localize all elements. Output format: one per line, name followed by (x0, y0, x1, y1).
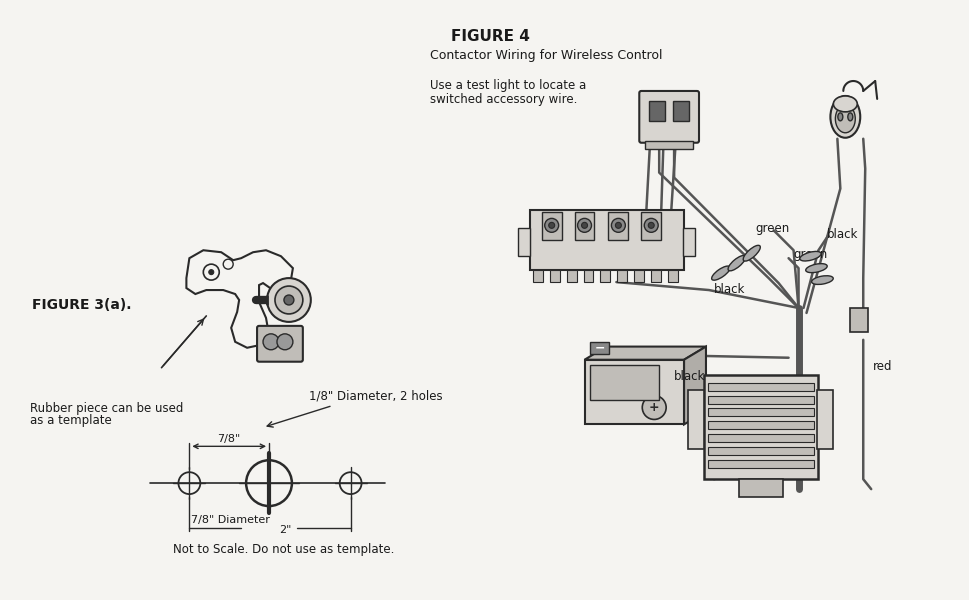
Text: green: green (793, 248, 827, 261)
Ellipse shape (834, 105, 855, 133)
Bar (532, 270, 543, 282)
Bar (600, 270, 610, 282)
Bar (608, 212, 628, 240)
Bar (672, 101, 688, 121)
Bar (703, 374, 818, 479)
Text: 7/8": 7/8" (217, 434, 240, 445)
Bar (707, 395, 814, 404)
Bar (648, 101, 665, 121)
Text: as a template: as a template (30, 415, 111, 427)
Circle shape (266, 278, 310, 322)
Bar (641, 212, 661, 240)
Bar (707, 409, 814, 416)
Bar (707, 460, 814, 468)
Circle shape (284, 295, 294, 305)
Circle shape (274, 286, 302, 314)
Ellipse shape (837, 113, 842, 121)
Ellipse shape (847, 113, 852, 121)
Bar (541, 212, 561, 240)
Bar (574, 212, 594, 240)
Ellipse shape (811, 276, 832, 284)
Bar (517, 229, 529, 256)
Bar (682, 229, 695, 256)
Text: Rubber piece can be used: Rubber piece can be used (30, 401, 183, 415)
Text: black: black (673, 370, 704, 383)
Text: Not to Scale. Do not use as template.: Not to Scale. Do not use as template. (173, 543, 394, 556)
Circle shape (641, 395, 666, 419)
Ellipse shape (742, 245, 760, 261)
Polygon shape (584, 360, 683, 424)
Ellipse shape (829, 96, 860, 138)
Text: FIGURE 4: FIGURE 4 (450, 29, 529, 44)
Text: green: green (755, 223, 789, 235)
Text: black: black (713, 283, 744, 296)
Bar (634, 270, 643, 282)
Circle shape (548, 223, 554, 229)
Text: Use a test light to locate a: Use a test light to locate a (430, 79, 586, 92)
Ellipse shape (832, 96, 857, 112)
Bar (589, 342, 609, 354)
Text: 7/8" Diameter: 7/8" Diameter (191, 515, 270, 525)
Bar (707, 383, 814, 391)
Bar (707, 448, 814, 455)
Bar (687, 389, 703, 449)
Text: 1/8" Diameter, 2 holes: 1/8" Diameter, 2 holes (308, 389, 442, 403)
Ellipse shape (805, 263, 827, 272)
Bar (566, 270, 576, 282)
Bar (589, 365, 659, 400)
Circle shape (263, 334, 279, 350)
Bar (529, 211, 683, 270)
Text: red: red (872, 360, 891, 373)
Bar (707, 434, 814, 442)
Ellipse shape (799, 251, 821, 261)
Text: Contactor Wiring for Wireless Control: Contactor Wiring for Wireless Control (430, 49, 662, 62)
Bar (549, 270, 559, 282)
Text: −: − (594, 341, 604, 354)
Text: +: + (648, 401, 659, 414)
Circle shape (277, 334, 293, 350)
Bar (707, 421, 814, 430)
Circle shape (647, 223, 653, 229)
Text: switched accessory wire.: switched accessory wire. (430, 93, 577, 106)
Bar (817, 389, 832, 449)
Circle shape (545, 218, 558, 232)
Text: 2": 2" (279, 525, 291, 535)
Ellipse shape (711, 266, 730, 280)
Circle shape (581, 223, 587, 229)
Bar (650, 270, 661, 282)
Text: FIGURE 3(a).: FIGURE 3(a). (32, 298, 132, 312)
Bar (850, 308, 867, 332)
Circle shape (208, 269, 213, 275)
Circle shape (577, 218, 591, 232)
Polygon shape (584, 347, 705, 360)
FancyBboxPatch shape (639, 91, 699, 143)
Bar (616, 270, 627, 282)
Text: black: black (826, 229, 857, 241)
Circle shape (643, 218, 658, 232)
Bar (644, 141, 692, 149)
Bar (668, 270, 677, 282)
FancyBboxPatch shape (257, 326, 302, 362)
Ellipse shape (728, 256, 745, 271)
Circle shape (610, 218, 625, 232)
Circle shape (614, 223, 621, 229)
Polygon shape (683, 347, 705, 424)
Bar (738, 479, 782, 497)
Bar (583, 270, 593, 282)
